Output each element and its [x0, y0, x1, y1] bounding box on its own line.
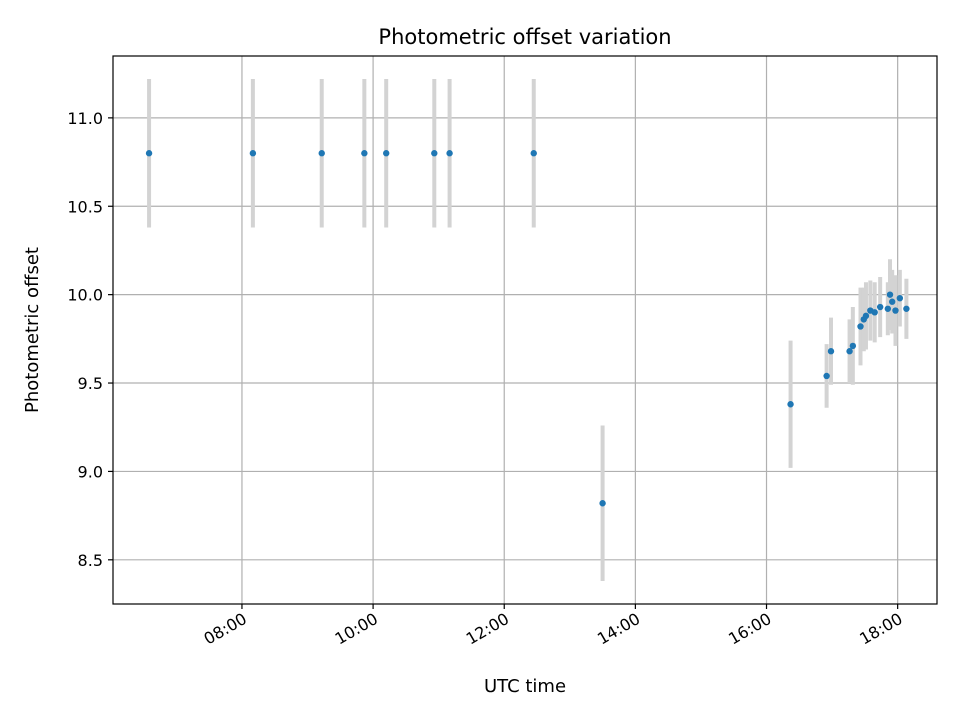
x-tick-label: 08:00: [201, 609, 250, 649]
data-point: [361, 150, 368, 157]
data-points: [145, 150, 910, 507]
data-point: [318, 150, 325, 157]
data-point: [886, 291, 894, 298]
data-point: [876, 303, 884, 311]
x-axis-label: UTC time: [484, 676, 566, 697]
data-point: [849, 342, 857, 350]
data-point: [145, 150, 153, 157]
y-tick-label: 9.5: [78, 374, 103, 393]
error-bars: [147, 78, 909, 582]
y-tick-label: 10.5: [67, 197, 103, 216]
chart-title: Photometric offset variation: [378, 25, 671, 49]
data-point: [446, 150, 453, 157]
y-tick-label: 9.0: [78, 462, 103, 481]
x-tick-label: 16:00: [725, 609, 774, 649]
y-tick-label: 8.5: [78, 551, 103, 570]
data-point: [892, 307, 899, 314]
grid: [113, 56, 937, 604]
data-point: [896, 294, 904, 302]
y-axis-label: Photometric offset: [22, 247, 43, 413]
data-point: [871, 309, 878, 316]
plot-frame: [112, 55, 938, 605]
x-axis-ticks: 08:00 10:00 12:00 14:00 16:00 18:00: [201, 604, 906, 649]
y-axis-ticks: 8.5 9.0 9.5 10.0 10.5 11.0: [67, 109, 113, 570]
data-point: [884, 305, 892, 312]
data-point: [431, 150, 438, 157]
y-tick-label: 11.0: [67, 109, 103, 128]
data-point: [383, 150, 390, 157]
data-point: [249, 150, 257, 157]
data-point: [862, 312, 870, 320]
x-tick-label: 18:00: [856, 609, 905, 649]
x-tick-label: 10:00: [332, 609, 381, 649]
data-point: [787, 401, 794, 408]
data-point: [888, 298, 896, 305]
x-tick-label: 14:00: [594, 609, 643, 649]
data-point: [857, 323, 864, 330]
data-point: [903, 305, 910, 312]
x-tick-label: 12:00: [463, 609, 512, 649]
data-point: [823, 372, 830, 380]
y-tick-label: 10.0: [67, 286, 103, 305]
data-point: [846, 348, 853, 355]
data-point: [827, 348, 835, 355]
data-point: [599, 500, 606, 507]
data-point: [530, 150, 537, 157]
